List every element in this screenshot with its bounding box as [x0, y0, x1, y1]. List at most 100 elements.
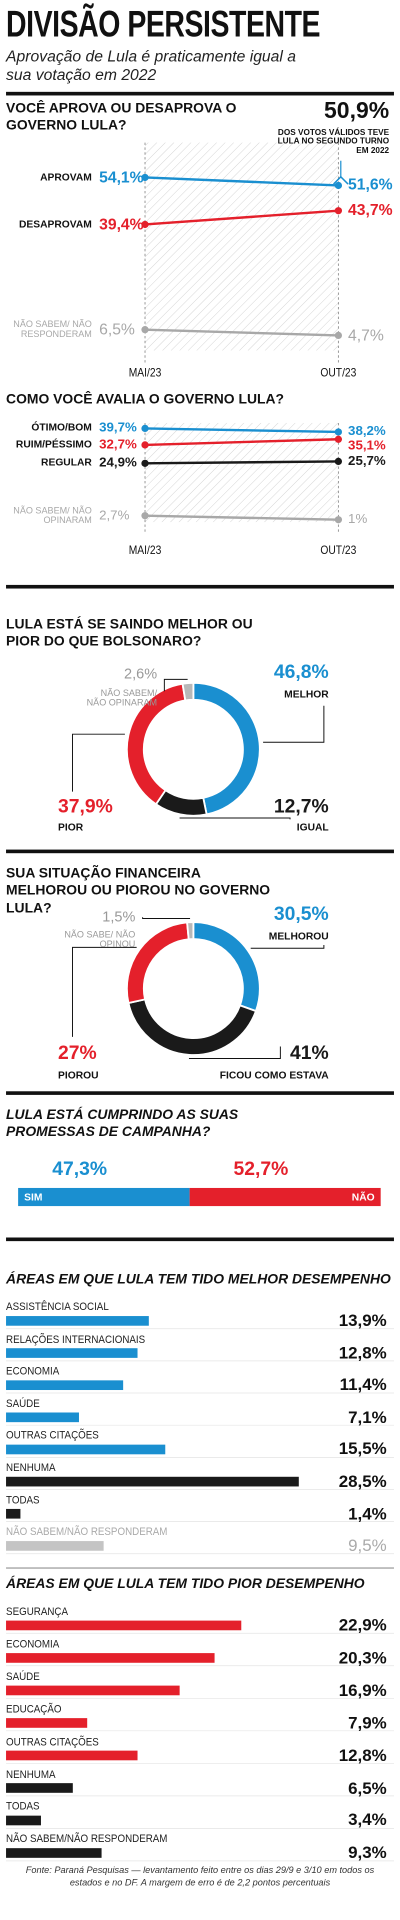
value-label: 6,5%	[348, 1777, 387, 1797]
category-label: NÃO SABE/ NÃO OPINOU	[64, 929, 136, 950]
series-line	[144, 176, 339, 187]
category-label: ECONOMIA	[6, 1364, 60, 1377]
chart-title: LULA ESTÁ CUMPRINDO AS SUAS PROMESSAS DE…	[6, 1108, 239, 1141]
donut-slice	[186, 921, 195, 941]
bar	[6, 1653, 215, 1663]
bar	[6, 1685, 180, 1696]
data-point	[334, 331, 343, 340]
category-label: NÃO SABEM/NÃO RESPONDERAM	[6, 1525, 168, 1538]
page-title: DIVISÃO PERSISTENTE	[6, 2, 321, 45]
bar	[6, 1380, 124, 1391]
value-label: 1,4%	[348, 1503, 387, 1523]
category-label: EDUCAÇÃO	[6, 1702, 62, 1715]
series-line	[144, 209, 339, 226]
x-tick-label: OUT/23	[320, 366, 357, 381]
category-label: NENHUMA	[6, 1767, 56, 1780]
value-label: 11,4%	[339, 1374, 387, 1394]
data-point	[334, 207, 343, 215]
data-point	[141, 173, 149, 182]
legend-label: REGULAR	[41, 456, 92, 469]
value-label: 4,7%	[348, 325, 384, 344]
chart-title: ÁREAS EM QUE LULA TEM TIDO PIOR DESEMPEN…	[6, 1577, 365, 1592]
series-line	[145, 460, 339, 465]
category-label: SAÚDE	[6, 1396, 40, 1410]
value-label: 38,2%	[348, 424, 386, 440]
series-line	[144, 514, 339, 521]
legend-label: NÃO SABEM/ NÃO RESPONDERAM	[13, 318, 92, 340]
divider	[6, 584, 394, 589]
data-point	[334, 428, 343, 436]
bar	[6, 1412, 79, 1423]
divider	[6, 849, 394, 854]
value-label: 43,7%	[348, 200, 393, 219]
x-tick-label: MAI/23	[128, 544, 162, 558]
donut-slice	[181, 681, 195, 702]
value-label: 12,8%	[338, 1744, 387, 1765]
data-point	[141, 220, 149, 229]
series-line	[144, 438, 339, 447]
category-label: TODAS	[6, 1493, 40, 1506]
bar	[6, 1444, 166, 1455]
chart-title: LULA ESTÁ SE SAINDO MELHOR OU PIOR DO QU…	[6, 617, 253, 650]
category-label: IGUAL	[296, 820, 329, 834]
category-label: MELHOR	[284, 688, 329, 701]
value-label: 25,7%	[348, 454, 386, 469]
category-label: ECONOMIA	[6, 1637, 60, 1650]
category-label: RELAÇÕES INTERNACIONAIS	[6, 1332, 146, 1345]
data-point	[141, 326, 149, 334]
bar	[6, 1348, 138, 1358]
value-label: 24,9%	[99, 456, 137, 471]
leader-line	[163, 678, 188, 692]
value-label: 28,5%	[338, 1471, 387, 1491]
value-label: 2,7%	[99, 508, 130, 523]
category-label: NÃO	[351, 1190, 375, 1203]
category-label: PIOR	[58, 820, 84, 834]
value-label: 1%	[348, 512, 368, 527]
leader-line	[72, 733, 125, 792]
category-label: NÃO SABEM/ NÃO OPINARAM	[86, 687, 158, 709]
bar	[6, 1750, 138, 1761]
donut-slice	[192, 921, 261, 1013]
category-label: FICOU COMO ESTAVA	[219, 1068, 329, 1081]
value-label: 30,5%	[273, 904, 329, 925]
chart-title: VOCÊ APROVA OU DESAPROVA O GOVERNO LULA?	[6, 101, 237, 134]
bar	[6, 1541, 104, 1551]
page-subtitle: Aprovação de Lula é praticamente igual a…	[6, 47, 297, 84]
category-label: ASSISTÊNCIA SOCIAL	[6, 1300, 109, 1313]
plot-area	[145, 142, 339, 351]
divider	[6, 1091, 394, 1095]
legend-label: APROVAM	[40, 170, 92, 183]
leader-line	[179, 817, 291, 820]
category-label: OUTRAS CITAÇÕES	[6, 1429, 99, 1442]
value-label: 12,8%	[338, 1342, 387, 1362]
value-label: 20,3%	[338, 1647, 387, 1667]
value-label: 47,3%	[52, 1159, 108, 1180]
category-label: NENHUMA	[6, 1461, 56, 1474]
value-label: 37,9%	[58, 796, 113, 818]
divider	[6, 1567, 394, 1569]
series-line	[144, 328, 339, 337]
legend-label: NÃO SABEM/ NÃO OPINARAM	[13, 504, 92, 526]
value-label: 27%	[58, 1043, 97, 1064]
category-label: NÃO SABEM/NÃO RESPONDERAM	[6, 1832, 168, 1845]
value-label: 9,3%	[348, 1842, 387, 1862]
leader-line	[263, 705, 325, 743]
value-label: 2,6%	[124, 665, 158, 683]
donut-slice	[192, 681, 261, 816]
bar	[6, 1815, 41, 1826]
data-point	[334, 181, 343, 190]
bar-segment	[189, 1187, 381, 1207]
value-label: 22,9%	[338, 1614, 387, 1635]
category-label: SEGURANÇA	[6, 1605, 69, 1618]
bar	[6, 1848, 102, 1858]
legend-label: ÓTIMO/BOM	[31, 421, 92, 434]
value-label: 51,6%	[348, 175, 393, 194]
value-label: 1,5%	[102, 908, 136, 925]
value-label: 39,4%	[99, 214, 144, 233]
legend-label: RUIM/PÉSSIMO	[15, 438, 92, 451]
value-label: 35,1%	[348, 439, 386, 454]
value-label: 7,1%	[348, 1406, 387, 1427]
legend-label: DESAPROVAM	[18, 217, 92, 230]
bar	[6, 1508, 21, 1519]
x-tick-label: OUT/23	[320, 544, 357, 558]
